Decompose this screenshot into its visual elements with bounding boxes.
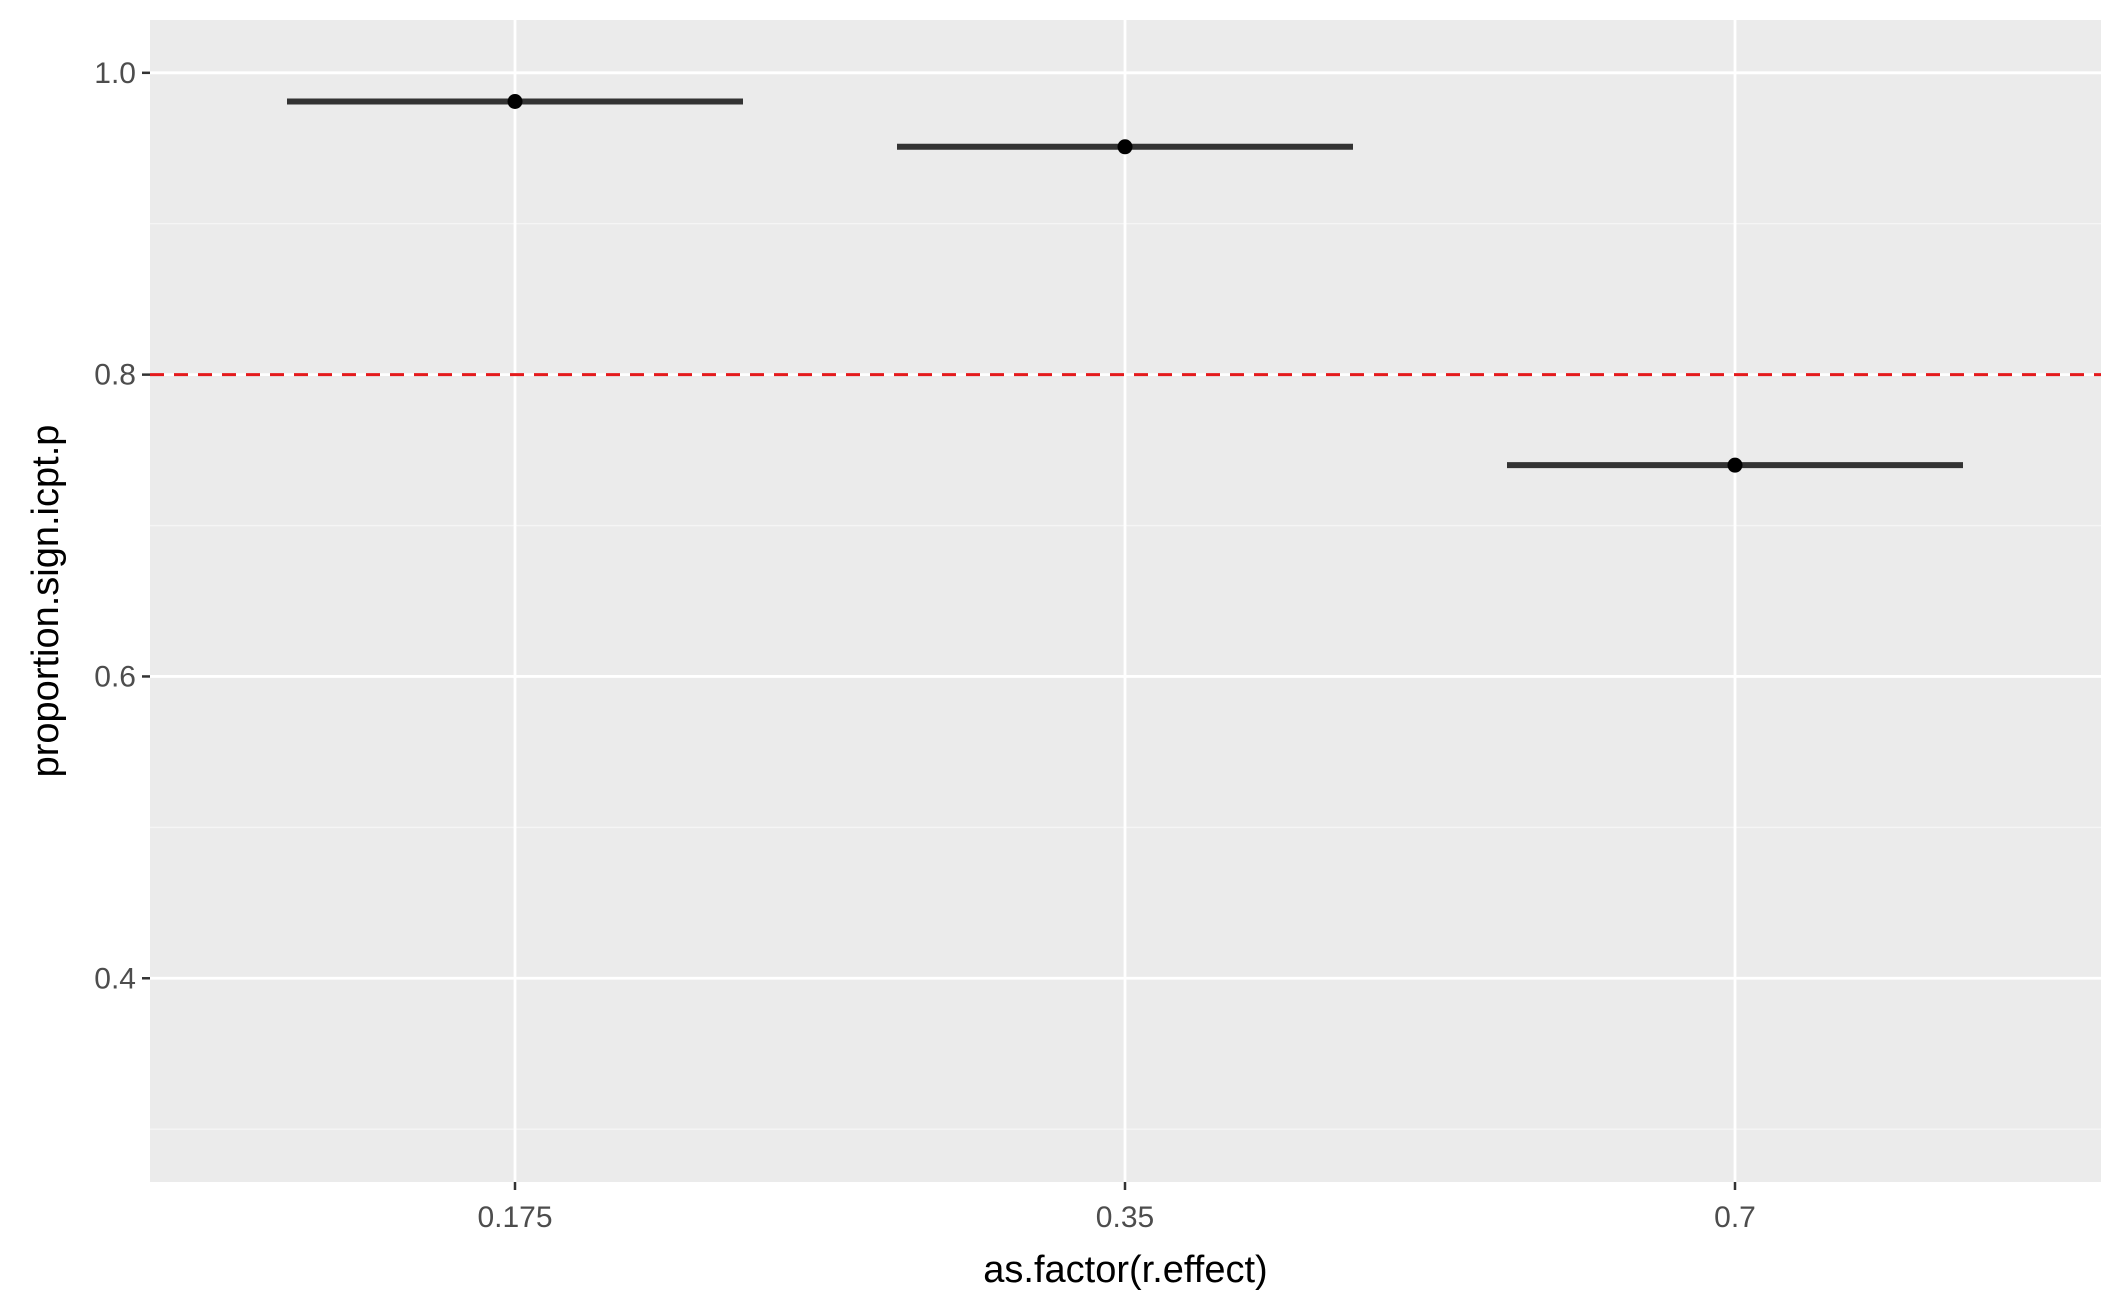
y-axis-title: proportion.sign.icpt.p (25, 425, 67, 778)
data-point (1117, 139, 1133, 155)
x-axis: 0.175 0.35 0.7 (477, 1182, 1756, 1234)
data-point (507, 93, 523, 109)
y-tick-label: 0.4 (94, 962, 136, 995)
y-axis: 0.4 0.6 0.8 1.0 (94, 57, 150, 995)
y-tick-label: 0.8 (94, 359, 136, 392)
data-point (1727, 457, 1743, 473)
data-marks (287, 93, 1963, 473)
x-tick-label: 0.7 (1714, 1201, 1756, 1234)
x-axis-title: as.factor(r.effect) (983, 1249, 1267, 1291)
grid-major (150, 20, 2101, 1182)
y-tick-label: 1.0 (94, 57, 136, 90)
x-tick-label: 0.35 (1096, 1201, 1154, 1234)
y-tick-label: 0.6 (94, 660, 136, 693)
x-tick-label: 0.175 (477, 1201, 552, 1234)
